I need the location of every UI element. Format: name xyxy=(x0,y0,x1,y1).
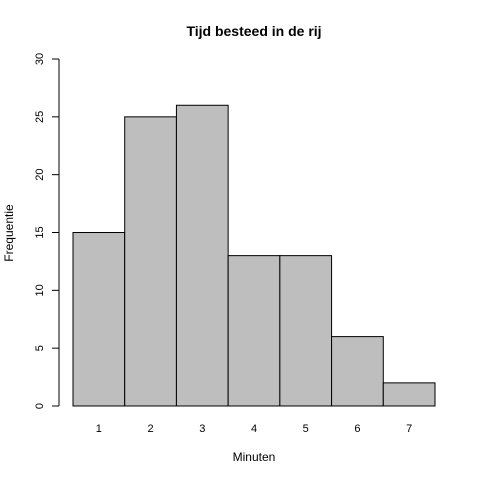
x-tick-label: 3 xyxy=(199,423,205,435)
x-tick-labels: 1 2 3 4 5 6 7 xyxy=(96,423,412,435)
x-tick-label: 4 xyxy=(251,423,257,435)
y-tick-label: 0 xyxy=(34,403,46,409)
y-tick-label: 30 xyxy=(34,53,46,65)
bar-7 xyxy=(382,382,436,407)
x-axis-label: Minuten xyxy=(233,450,276,464)
y-tick-label: 10 xyxy=(34,284,46,296)
x-tick-label: 7 xyxy=(406,423,412,435)
bar-5 xyxy=(279,255,333,407)
y-tick-label: 5 xyxy=(34,345,46,351)
chart-title: Tijd besteed in de rij xyxy=(186,23,321,39)
bar-1 xyxy=(72,232,126,407)
x-tick-label: 6 xyxy=(354,423,360,435)
x-tick-label: 2 xyxy=(148,423,154,435)
y-tick-label: 20 xyxy=(34,169,46,181)
bar-6 xyxy=(331,336,384,407)
bars-group xyxy=(72,104,436,407)
bar-3 xyxy=(175,104,229,407)
bar-2 xyxy=(124,116,177,407)
y-tick-label: 25 xyxy=(34,111,46,123)
x-tick-label: 1 xyxy=(96,423,102,435)
bar-4 xyxy=(227,255,281,407)
x-tick-label: 5 xyxy=(303,423,309,435)
y-tick-label: 15 xyxy=(34,226,46,238)
y-axis: 0 5 10 15 20 25 30 xyxy=(34,53,60,409)
y-axis-label: Frequentie xyxy=(2,204,16,262)
